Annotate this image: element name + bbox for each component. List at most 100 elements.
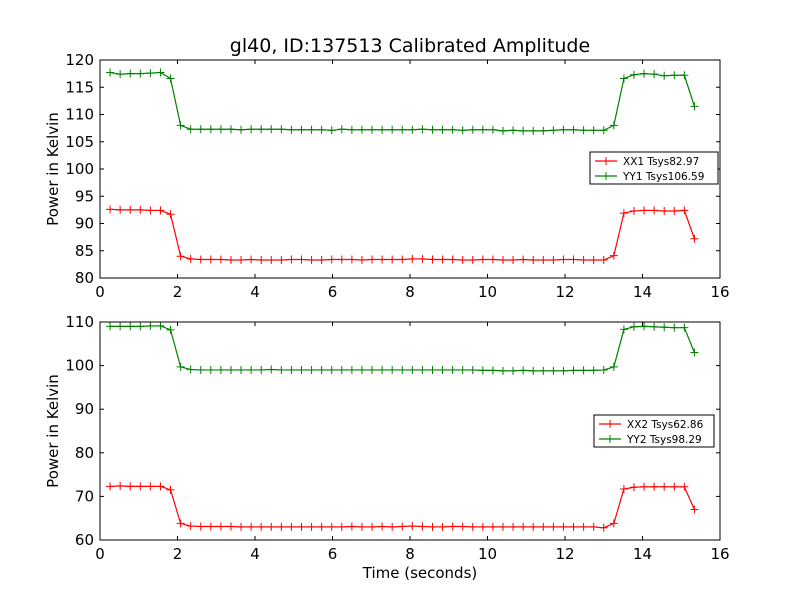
data-point	[458, 365, 467, 374]
x-tick-label: 14	[633, 545, 652, 563]
data-point	[599, 126, 608, 135]
x-tick-label: 6	[328, 545, 338, 563]
data-point	[690, 348, 699, 357]
data-point	[640, 206, 649, 215]
x-tick-label: 10	[478, 283, 497, 301]
data-point	[640, 69, 649, 78]
data-point	[267, 125, 276, 134]
data-point	[488, 125, 497, 134]
data-point	[297, 522, 306, 531]
data-point	[277, 365, 286, 374]
data-point	[327, 255, 336, 264]
data-point	[317, 256, 326, 265]
y-tick-label: 70	[75, 487, 94, 505]
data-point	[357, 256, 366, 265]
data-point	[398, 365, 407, 374]
data-point	[166, 74, 175, 83]
data-point	[509, 256, 518, 265]
data-point	[106, 482, 115, 491]
y-tick-label: 60	[75, 531, 94, 549]
data-point	[237, 365, 246, 374]
x-tick-label: 6	[328, 283, 338, 301]
data-point	[670, 206, 679, 215]
data-point	[408, 365, 417, 374]
legend-marker	[602, 157, 610, 165]
data-point	[559, 522, 568, 531]
x-tick-label: 4	[250, 545, 260, 563]
x-tick-label: 0	[95, 283, 105, 301]
data-point	[307, 522, 316, 531]
x-tick-label: 2	[173, 545, 183, 563]
data-point	[186, 365, 195, 374]
data-point	[206, 522, 215, 531]
data-point	[609, 251, 618, 260]
data-point	[660, 71, 669, 80]
data-point	[156, 321, 165, 330]
data-point	[569, 255, 578, 264]
data-point	[337, 125, 346, 134]
data-point	[670, 482, 679, 491]
data-point	[660, 206, 669, 215]
data-point	[267, 365, 276, 374]
data-point	[680, 71, 689, 80]
data-point	[196, 522, 205, 531]
data-point	[428, 365, 437, 374]
data-point	[529, 366, 538, 375]
data-point	[629, 206, 638, 215]
data-point	[418, 522, 427, 531]
data-point	[317, 522, 326, 531]
data-point	[226, 365, 235, 374]
data-point	[237, 125, 246, 134]
data-point	[287, 365, 296, 374]
data-point	[650, 70, 659, 79]
data-point	[378, 125, 387, 134]
y-tick-label: 110	[65, 313, 94, 331]
data-point	[337, 522, 346, 531]
data-point	[660, 323, 669, 332]
y-axis-label: Power in Kelvin	[44, 112, 62, 226]
data-point	[116, 481, 125, 490]
data-point	[226, 522, 235, 531]
data-point	[247, 522, 256, 531]
data-point	[589, 256, 598, 265]
data-point	[629, 70, 638, 79]
data-point	[277, 256, 286, 265]
data-point	[176, 519, 185, 528]
data-point	[478, 366, 487, 375]
data-point	[267, 522, 276, 531]
data-point	[499, 522, 507, 531]
data-point	[690, 234, 699, 243]
data-point	[337, 365, 346, 374]
data-point	[589, 126, 598, 135]
data-point	[539, 522, 548, 531]
data-point	[438, 522, 447, 531]
legend-marker	[606, 435, 614, 443]
data-point	[146, 321, 155, 330]
y-axis-label: Power in Kelvin	[44, 374, 62, 488]
data-point	[690, 102, 699, 111]
data-point	[609, 362, 618, 371]
data-point	[317, 365, 326, 374]
data-point	[579, 522, 588, 531]
data-point	[287, 255, 296, 264]
data-point	[680, 206, 689, 215]
data-point	[589, 522, 598, 531]
data-point	[599, 256, 608, 265]
data-point	[478, 522, 487, 531]
data-point	[559, 366, 568, 375]
data-point	[509, 366, 518, 375]
data-point	[539, 256, 548, 265]
legend: XX2 Tsys62.86 YY2 Tsys98.29	[593, 414, 715, 448]
data-point	[206, 255, 215, 264]
y-tick-label: 90	[75, 215, 94, 233]
data-point	[368, 365, 377, 374]
data-point	[307, 256, 316, 265]
x-tick-label: 8	[405, 545, 415, 563]
data-point	[418, 254, 427, 263]
x-tick-label: 4	[250, 283, 260, 301]
data-point	[549, 256, 558, 265]
data-point	[176, 121, 185, 130]
top-subplot: 0 2 4 6 8 10 12 14 16 80 85 90 95 100 105 110 115 120 Powe…	[44, 51, 730, 301]
data-point	[428, 125, 437, 134]
